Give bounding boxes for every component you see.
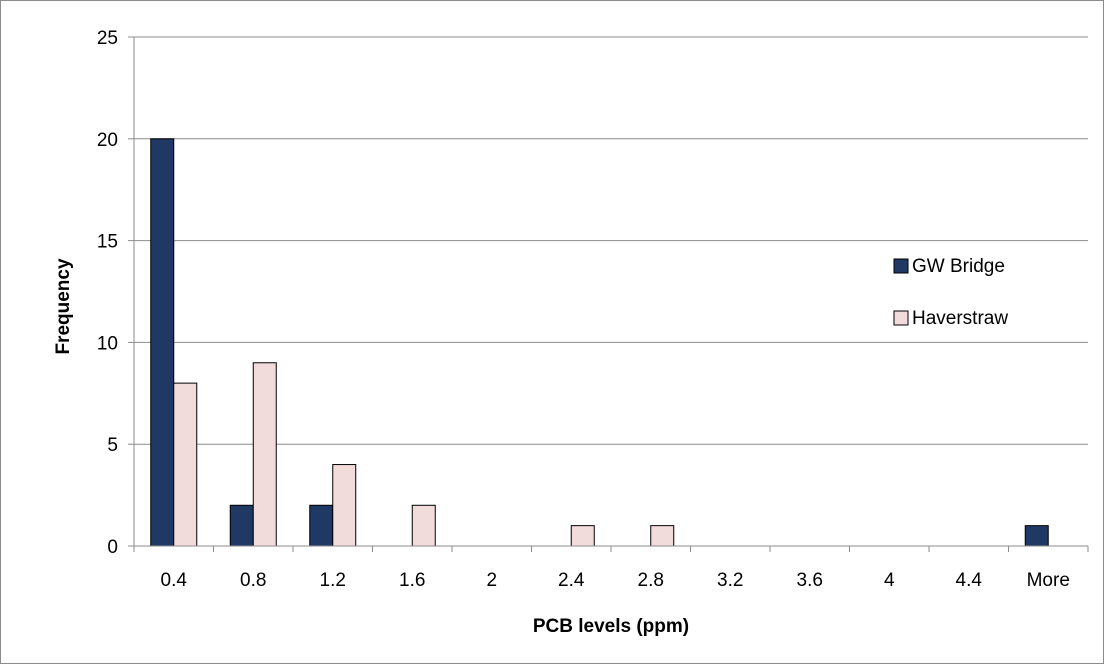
x-tick-label: 2.8 [638, 570, 664, 591]
bar-haverstraw [173, 382, 198, 547]
bar-haverstraw [570, 525, 595, 547]
x-tick-label: 0.8 [240, 570, 266, 591]
y-tick-label: 25 [97, 28, 118, 49]
y-axis-title: Frequency [53, 258, 74, 355]
x-tick-label: 1.6 [399, 570, 425, 591]
x-tick-label: 2 [486, 570, 497, 591]
y-tick-labels: 0 5 10 15 20 25 [97, 28, 118, 558]
y-tick-label: 20 [97, 130, 118, 151]
x-tick-labels: 0.4 0.8 1.2 1.6 2 2.4 2.8 3.2 3.6 4 4.4 More [161, 570, 1070, 591]
bar-haverstraw [411, 504, 436, 547]
x-tick-label: 4 [884, 570, 895, 591]
x-axis-title: PCB levels (ppm) [533, 616, 689, 637]
bar-gw-bridge [309, 504, 334, 547]
legend-label: GW Bridge [912, 256, 1005, 277]
bar-haverstraw [252, 362, 277, 547]
y-tick-label: 15 [97, 232, 118, 253]
y-tick-label: 10 [97, 333, 118, 354]
bar-haverstraw [650, 525, 675, 547]
legend-label: Haverstraw [912, 308, 1008, 329]
bar-gw-bridge [229, 504, 254, 547]
x-tick-label: More [1027, 570, 1070, 591]
legend-swatch [893, 258, 909, 274]
legend: GW Bridge Haverstraw [893, 256, 1008, 329]
x-tick-label: 3.6 [797, 570, 823, 591]
bar-gw-bridge [150, 138, 175, 547]
x-tick-label: 4.4 [956, 570, 983, 591]
x-tick-label: 3.2 [717, 570, 743, 591]
x-tick-label: 0.4 [161, 570, 188, 591]
y-tick-label: 5 [107, 435, 118, 456]
legend-swatch [893, 310, 909, 326]
x-tick-label: 2.4 [558, 570, 585, 591]
y-tick-label: 0 [107, 537, 118, 558]
bar-haverstraw [332, 464, 357, 547]
gridlines [128, 36, 1088, 547]
axes [133, 37, 1089, 552]
x-tick-label: 1.2 [320, 570, 346, 591]
bar-gw-bridge [1024, 525, 1049, 547]
